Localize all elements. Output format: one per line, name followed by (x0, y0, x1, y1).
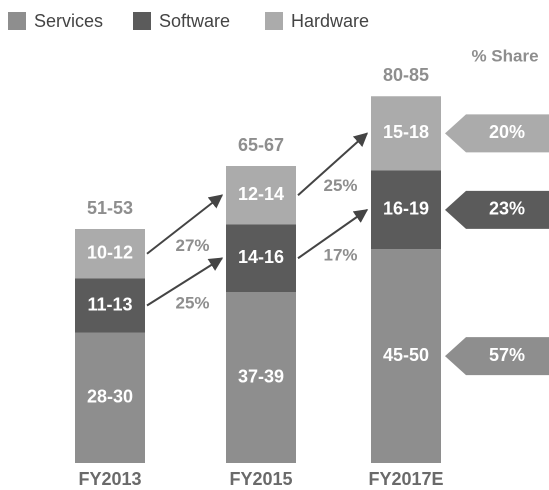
total-label: 51-53 (87, 198, 133, 218)
share-callout (445, 337, 549, 376)
value-label: 15-18 (383, 122, 429, 142)
bar-segment (75, 278, 145, 333)
bar-segment (226, 224, 296, 292)
bar-segment (226, 292, 296, 463)
share-label: 20% (489, 122, 525, 142)
growth-label: 25% (323, 176, 357, 195)
value-label: 45-50 (383, 345, 429, 365)
growth-arrow (146, 194, 224, 255)
bar-segment (371, 249, 441, 463)
legend-label: Software (159, 11, 230, 31)
share-label: 57% (489, 345, 525, 365)
growth-label: 27% (175, 236, 209, 255)
legend-label: Hardware (291, 11, 369, 31)
bar-segment (226, 166, 296, 225)
value-label: 28-30 (87, 387, 133, 407)
value-label: 14-16 (238, 247, 284, 267)
value-label: 16-19 (383, 199, 429, 219)
value-label: 12-14 (238, 184, 284, 204)
share-label: 23% (489, 199, 525, 219)
share-title: % Share (471, 46, 538, 65)
legend-swatch (265, 12, 283, 30)
value-label: 37-39 (238, 366, 284, 386)
total-label: 80-85 (383, 65, 429, 85)
legend-swatch (133, 12, 151, 30)
total-label: 65-67 (238, 135, 284, 155)
growth-label: 25% (175, 293, 209, 312)
bar-segment (371, 96, 441, 171)
bar-segment (75, 332, 145, 463)
legend-swatch (8, 12, 26, 30)
bar-segment (371, 170, 441, 250)
x-tick-label: FY2013 (78, 469, 141, 489)
legend-label: Services (34, 11, 103, 31)
value-label: 10-12 (87, 243, 133, 263)
growth-arrow (297, 132, 369, 196)
growth-label: 17% (323, 246, 357, 265)
x-tick-label: FY2015 (229, 469, 292, 489)
x-tick-label: FY2017E (368, 469, 443, 489)
share-callout (445, 190, 549, 229)
share-callout (445, 114, 549, 153)
bar-segment (75, 229, 145, 279)
growth-arrow (297, 209, 369, 260)
value-label: 11-13 (87, 294, 132, 314)
growth-arrow (146, 257, 224, 307)
